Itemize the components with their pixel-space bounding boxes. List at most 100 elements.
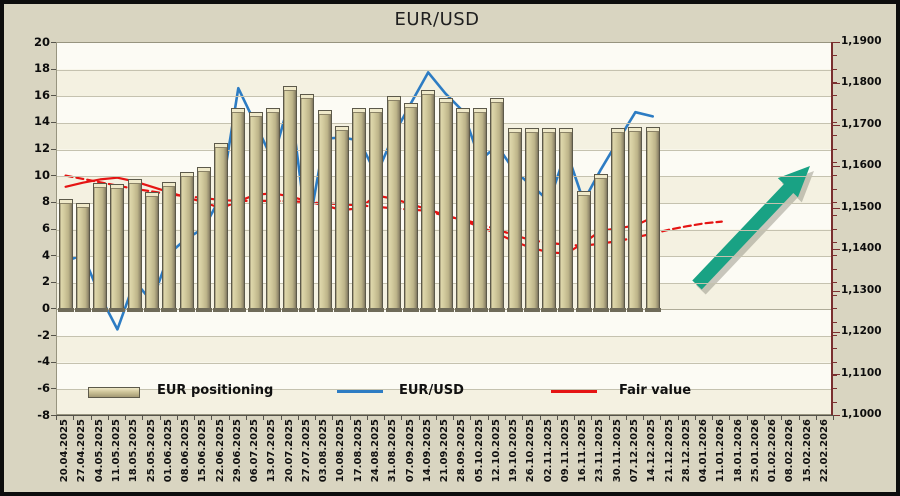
bar: [213, 142, 229, 312]
x-tick-label: 27.04.2025: [76, 419, 88, 483]
y-axis-label-right: 1,1500: [841, 200, 882, 213]
axis-tick-bottom: [574, 415, 575, 420]
x-tick-label: 02.11.2025: [542, 419, 554, 483]
axis-tick-bottom: [280, 415, 282, 420]
bar: [644, 126, 661, 312]
x-tick-label: 22.02.2026: [818, 419, 830, 483]
axis-tick-bottom: [73, 415, 75, 420]
y-axis-label-left: 10: [33, 167, 50, 182]
x-tick-label: 10.08.2025: [335, 419, 347, 483]
axis-tick-bottom: [625, 415, 627, 420]
axis-tick-bottom: [125, 415, 127, 420]
axis-tick-bottom: [677, 415, 679, 420]
axis-tick-right-minor: [833, 95, 837, 97]
y-axis-label-left: 20: [33, 34, 50, 49]
axis-tick-left: [51, 308, 56, 310]
bar: [610, 128, 627, 313]
legend-label-fair-value: Fair value: [619, 383, 692, 398]
y-axis-label-left: -4: [37, 354, 50, 369]
bar: [144, 192, 160, 313]
axis-tick-bottom: [522, 415, 524, 420]
x-tick-label: 27.07.2025: [300, 419, 312, 483]
grid-line: [57, 96, 832, 98]
axis-tick-right-major: [833, 207, 840, 209]
y-axis-label-right: 1,1300: [841, 283, 882, 296]
bar: [627, 126, 644, 312]
x-tick-label: 29.06.2025: [231, 419, 243, 483]
x-tick-label: 25.01.2026: [749, 419, 761, 483]
bar: [247, 112, 264, 313]
bar: [195, 166, 212, 312]
axis-tick-bottom: [263, 415, 265, 420]
axis-tick-bottom: [798, 415, 800, 420]
axis-tick-right-minor: [833, 82, 837, 83]
axis-tick-bottom: [504, 415, 506, 420]
bar: [592, 173, 609, 313]
axis-tick-bottom: [556, 415, 558, 420]
x-tick-label: 14.12.2025: [646, 419, 658, 483]
bar: [178, 172, 195, 313]
axis-tick-bottom: [107, 415, 109, 420]
axis-tick-left: [51, 335, 56, 337]
y-axis-label-left: 18: [33, 61, 50, 76]
axis-tick-right-minor: [833, 241, 837, 243]
axis-tick-bottom: [712, 415, 714, 420]
y-axis-label-right: 1,1100: [841, 366, 882, 379]
y-axis-label-left: 2: [41, 274, 50, 289]
axis-tick-bottom: [332, 415, 334, 420]
x-tick-label: 14.09.2025: [421, 419, 433, 483]
axis-tick-right-major: [833, 83, 840, 85]
axis-tick-right-major: [833, 373, 840, 375]
axis-tick-left: [51, 388, 56, 390]
bar: [57, 198, 74, 313]
x-tick-label: 09.11.2025: [559, 419, 571, 483]
axis-tick-right-minor: [833, 308, 837, 310]
axis-tick-right-minor: [833, 361, 837, 363]
x-tick-label: 03.08.2025: [318, 419, 330, 483]
y-axis-label-left: 8: [41, 194, 50, 209]
axis-tick-bottom: [159, 415, 161, 420]
y-axis-label-left: 4: [41, 247, 50, 262]
grid-line: [57, 69, 832, 71]
x-tick-label: 04.01.2026: [698, 419, 709, 483]
axis-tick-right-minor: [833, 148, 837, 150]
axis-tick-right-minor: [833, 388, 837, 390]
y-axis-label-left: -6: [37, 380, 50, 395]
bar: [109, 184, 126, 313]
x-tick-label: 06.07.2025: [249, 419, 261, 483]
axis-tick-right-minor: [833, 121, 837, 123]
x-tick-label: 01.06.2025: [162, 419, 174, 483]
bar: [282, 85, 299, 313]
x-tick-label: 20.04.2025: [59, 419, 71, 483]
axis-tick-bottom: [228, 415, 230, 420]
axis-tick-bottom: [470, 415, 472, 420]
axis-tick-bottom: [176, 415, 178, 420]
axis-tick-bottom: [660, 415, 662, 420]
bottom-axis-line: [56, 415, 833, 416]
legend-swatch-eurusd: [337, 390, 383, 393]
axis-tick-left: [51, 415, 56, 416]
bar: [558, 128, 575, 313]
bar: [351, 108, 368, 313]
axis-tick-right-minor: [833, 415, 837, 416]
axis-tick-right-minor: [833, 108, 837, 110]
x-tick-label: 12.10.2025: [490, 419, 502, 483]
y-axis-label-right: 1,1000: [841, 408, 882, 420]
x-tick-label: 30.11.2025: [611, 419, 623, 483]
axis-tick-left: [51, 68, 56, 70]
y-axis-label-left: 6: [41, 221, 50, 235]
chart-title: EUR/USD: [394, 9, 480, 30]
axis-tick-right-minor: [833, 175, 837, 177]
y-axis-label-right: 1,1800: [841, 76, 882, 89]
x-tick-label: 18.01.2026: [732, 419, 744, 483]
x-tick-label: 05.10.2025: [473, 419, 485, 483]
right-axis-line: [831, 42, 833, 416]
axis-tick-bottom: [539, 415, 541, 420]
bar: [264, 108, 281, 313]
axis-tick-right-minor: [833, 68, 837, 70]
axis-tick-right-minor: [833, 201, 837, 203]
axis-tick-left: [51, 95, 56, 97]
plot-area: [56, 42, 833, 415]
axis-tick-right-minor: [833, 42, 837, 43]
axis-tick-bottom: [90, 415, 92, 420]
